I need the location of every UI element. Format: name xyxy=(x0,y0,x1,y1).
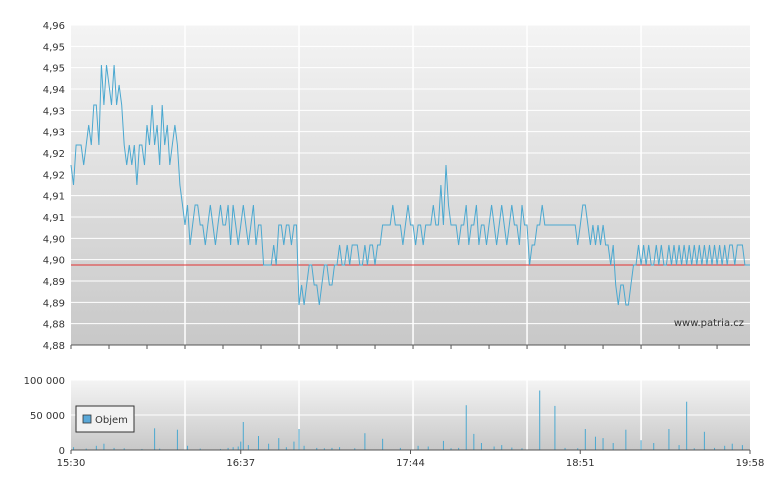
volume-y-tick-label: 50 000 xyxy=(30,411,65,422)
price-panel: 4,88 4,88 4,89 4,89 4,90 4,90 4,91 4,91 4,92 4,92… xyxy=(43,21,750,352)
price-y-tick-label: 4,88 xyxy=(43,341,65,352)
legend-swatch xyxy=(82,414,92,424)
price-line xyxy=(70,64,750,306)
price-y-tick-label: 4,96 xyxy=(43,21,65,32)
volume-bars xyxy=(73,390,743,450)
price-x-tick-marks xyxy=(70,345,718,349)
volume-y-axis: 0 50 000 100 000 xyxy=(24,376,65,457)
volume-y-tick-label: 100 000 xyxy=(24,376,65,387)
volume-panel: 0 50 000 100 000 15:30 16:37 17:44 18:51 19:58… xyxy=(24,376,765,469)
price-y-axis: 4,88 4,88 4,89 4,89 4,90 4,90 4,91 4,91 4,92 4,92… xyxy=(43,21,65,352)
price-y-tick-label: 4,91 xyxy=(43,192,65,203)
legend: Objem xyxy=(75,405,135,433)
legend-label: Objem xyxy=(95,415,128,426)
x-tick-label: 17:44 xyxy=(396,458,425,469)
volume-y-tick-label: 0 xyxy=(59,446,65,457)
price-y-tick-label: 4,95 xyxy=(43,42,65,53)
price-y-tick-label: 4,91 xyxy=(43,213,65,224)
price-y-tick-label: 4,93 xyxy=(43,128,65,139)
price-y-tick-label: 4,92 xyxy=(43,170,65,181)
x-tick-label: 18:51 xyxy=(566,458,595,469)
x-tick-label: 19:58 xyxy=(736,458,765,469)
price-y-tick-label: 4,89 xyxy=(43,277,65,288)
price-y-tick-label: 4,90 xyxy=(43,256,65,267)
price-y-tick-label: 4,89 xyxy=(43,298,65,309)
price-plot-area xyxy=(71,25,750,345)
price-y-tick-label: 4,93 xyxy=(43,106,65,117)
price-y-tick-label: 4,92 xyxy=(43,149,65,160)
x-tick-label: 16:37 xyxy=(226,458,255,469)
price-y-tick-label: 4,88 xyxy=(43,320,65,331)
volume-grid xyxy=(71,379,750,450)
x-tick-label: 15:30 xyxy=(57,458,86,469)
price-y-tick-label: 4,95 xyxy=(43,64,65,75)
volume-x-axis: 15:30 16:37 17:44 18:51 19:58 xyxy=(57,450,765,469)
watermark: www.patria.cz xyxy=(674,318,744,329)
price-y-tick-label: 4,90 xyxy=(43,234,65,245)
price-y-tick-label: 4,94 xyxy=(43,85,65,96)
